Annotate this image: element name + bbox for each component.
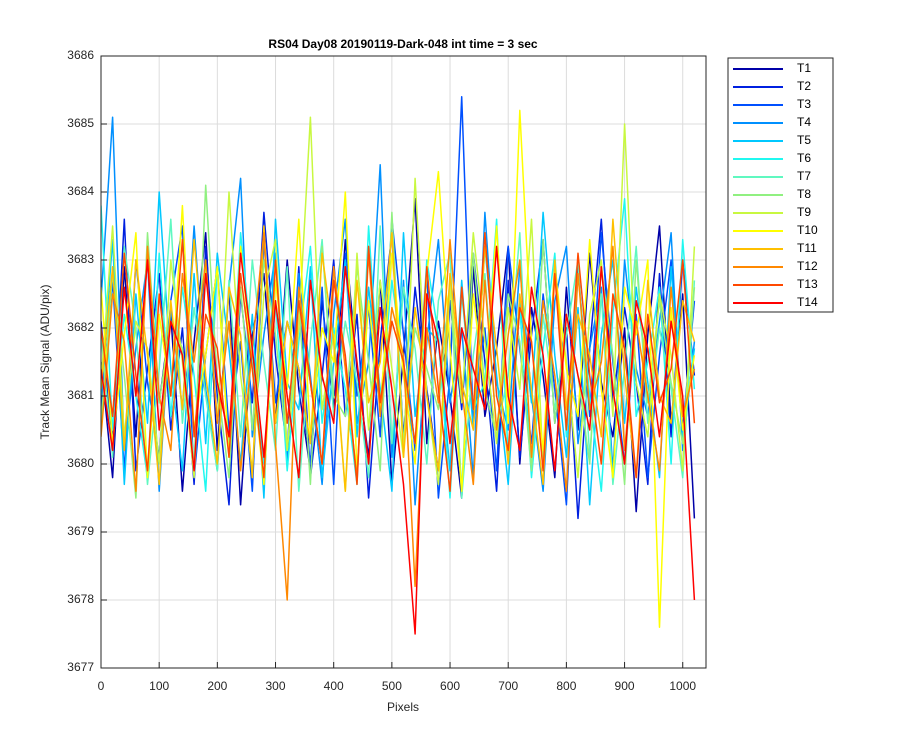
y-tick-label: 3686	[67, 48, 94, 62]
legend-label: T2	[797, 79, 811, 93]
x-tick-label: 300	[266, 679, 286, 693]
y-tick-label: 3680	[67, 456, 94, 470]
x-tick-label: 600	[440, 679, 460, 693]
axes-box	[100, 55, 707, 669]
y-tick-label: 3685	[67, 116, 94, 130]
legend-label: T10	[797, 223, 818, 237]
legend-label: T5	[797, 133, 811, 147]
x-tick-label: 1000	[669, 679, 696, 693]
x-tick-label: 100	[149, 679, 169, 693]
legend-label: T4	[797, 115, 811, 129]
legend-label: T14	[797, 295, 818, 309]
chart-title: RS04 Day08 20190119-Dark-048 int time = …	[268, 37, 538, 51]
x-tick-label: 800	[556, 679, 576, 693]
legend-label: T12	[797, 259, 818, 273]
legend: T1 T2 T3 T4 T5 T6 T7 T8 T9 T10 T11 T12 T13 T14	[727, 57, 834, 313]
legend-label: T7	[797, 169, 811, 183]
legend-label: T8	[797, 187, 811, 201]
legend-label: T9	[797, 205, 811, 219]
ticks: 3677 3678 3679 3680 3681 3682 3683 3684 3685 3686…	[67, 48, 696, 693]
x-tick-label: 500	[382, 679, 402, 693]
legend-box	[727, 57, 834, 313]
y-tick-label: 3678	[67, 592, 94, 606]
y-tick-label: 3684	[67, 184, 94, 198]
y-tick-label: 3681	[67, 388, 94, 402]
y-axis-label: Track Mean Signal (ADU/pix)	[38, 285, 52, 440]
series-line	[101, 232, 696, 601]
y-tick-label: 3683	[67, 252, 94, 266]
y-tick-label: 3682	[67, 320, 94, 334]
lines	[101, 96, 696, 635]
x-tick-label: 700	[498, 679, 518, 693]
legend-label: T1	[797, 61, 811, 75]
x-axis-label: Pixels	[387, 700, 419, 714]
x-tick-label: 900	[615, 679, 635, 693]
legend-label: T6	[797, 151, 811, 165]
legend-label: T11	[797, 241, 817, 255]
series-line	[101, 184, 696, 499]
series-line	[101, 245, 696, 635]
x-tick-label: 200	[207, 679, 227, 693]
legend-label: T3	[797, 97, 811, 111]
x-tick-label: 0	[98, 679, 105, 693]
legend-label: T13	[797, 277, 818, 291]
series-line	[101, 109, 696, 628]
y-tick-label: 3677	[67, 660, 94, 674]
series-line	[101, 96, 696, 506]
y-tick-label: 3679	[67, 524, 94, 538]
x-tick-label: 400	[324, 679, 344, 693]
